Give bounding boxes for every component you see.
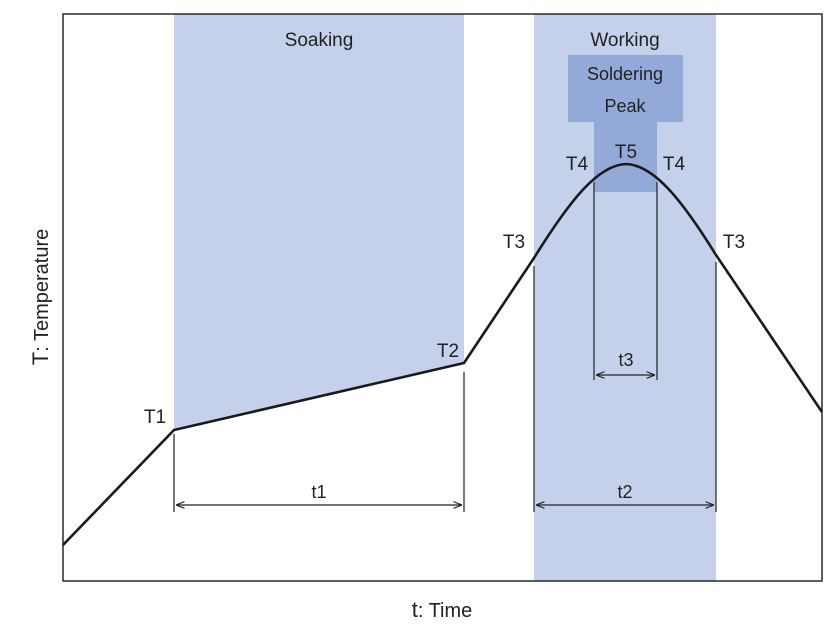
soaking-region <box>174 14 464 430</box>
point-label-t4-left: T4 <box>566 154 589 175</box>
soldering-peak-region <box>568 55 683 192</box>
plot-frame <box>62 13 823 582</box>
duration-label-t3: t3 <box>618 350 633 370</box>
duration-label-t2: t2 <box>617 482 632 502</box>
point-label-t1: T1 <box>144 407 166 428</box>
x-axis-title: t: Time <box>412 597 473 622</box>
temperature-profile-curve <box>62 162 824 546</box>
point-label-t5: T5 <box>615 142 637 163</box>
soaking-label: Soaking <box>285 30 354 51</box>
point-label-t3-right: T3 <box>723 232 745 253</box>
point-label-t2: T2 <box>437 341 459 362</box>
point-label-t3-left: T3 <box>503 232 525 253</box>
point-label-t4-right: T4 <box>663 154 686 175</box>
working-label: Working <box>590 30 659 51</box>
duration-label-t1: t1 <box>311 482 326 502</box>
soldering-label-line1: Soldering <box>587 64 663 84</box>
y-axis-title: T: Temperature <box>28 229 53 365</box>
soldering-label-line2: Peak <box>604 96 646 116</box>
